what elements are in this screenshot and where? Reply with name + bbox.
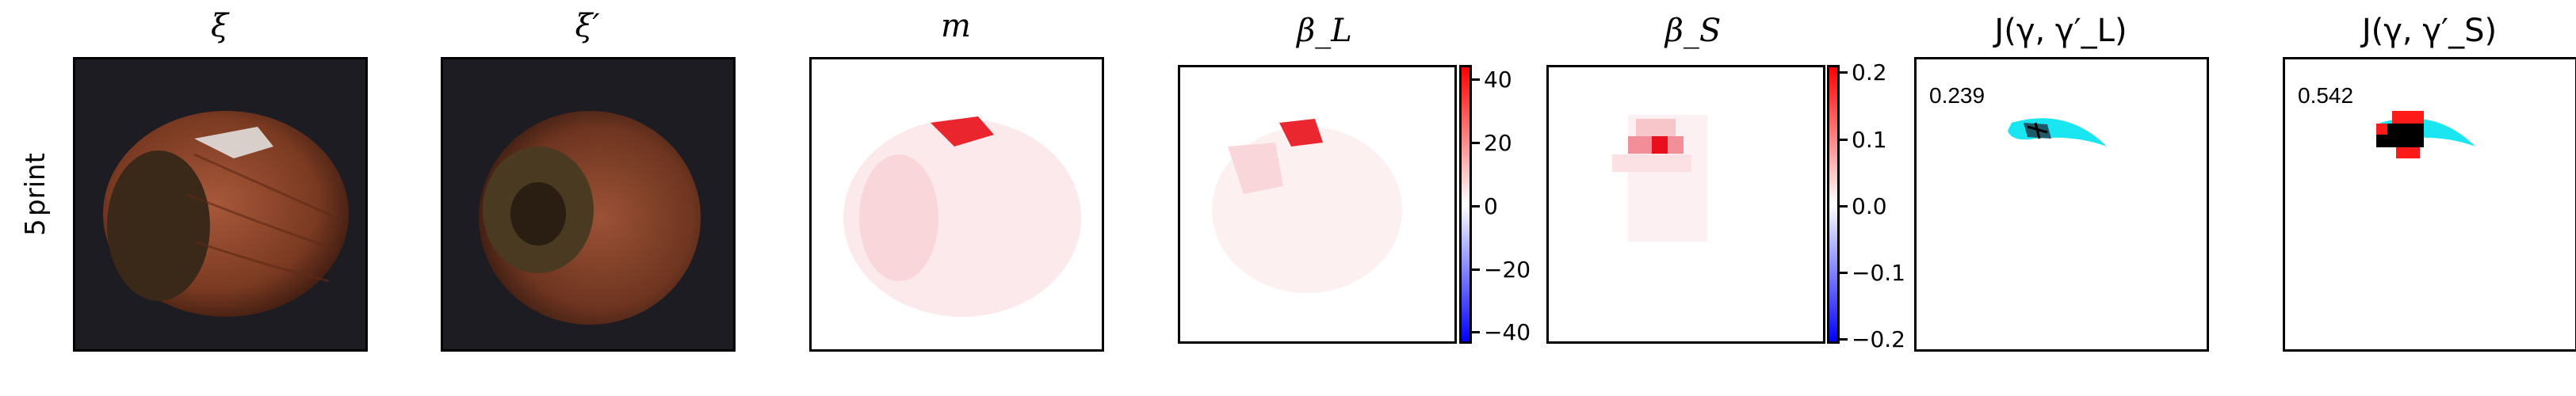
cbar-s-tick: 0.2 <box>1852 59 1887 86</box>
image-beta-s <box>1546 65 1825 344</box>
title-m: m <box>941 8 971 44</box>
cbar-l-tick: 0 <box>1484 193 1498 219</box>
image-xi-prime <box>441 57 736 352</box>
cbar-s-tick: 0.0 <box>1852 193 1887 219</box>
score-j-l: 0.239 <box>1929 83 1986 108</box>
beta-s-heatmap <box>1612 115 1707 242</box>
beta-l-heatmap <box>1212 119 1402 293</box>
score-j-s: 0.542 <box>2298 83 2354 108</box>
hazelnut-image <box>103 111 349 317</box>
row-label-line2: 5 <box>19 219 52 236</box>
image-m <box>809 57 1104 352</box>
image-j-s: 0.542 <box>2283 57 2576 352</box>
title-xi: ξ <box>210 8 229 44</box>
hazelnut-image <box>479 111 701 325</box>
cbar-s-tick: −0.2 <box>1852 326 1905 352</box>
image-j-l: 0.239 <box>1914 57 2209 352</box>
overlay-j-s <box>2376 111 2475 158</box>
overlay-j-l <box>2008 118 2107 147</box>
row-label-line1: print <box>19 153 52 216</box>
colorbar-beta-l <box>1459 65 1472 344</box>
cbar-s-tick: 0.1 <box>1852 127 1887 153</box>
cbar-s-tick: −0.1 <box>1852 260 1905 286</box>
image-xi <box>73 57 368 352</box>
row-label: print 5 <box>0 153 71 253</box>
image-beta-l <box>1178 65 1457 344</box>
colorbar-beta-s <box>1827 65 1840 344</box>
cbar-l-tick: −40 <box>1484 319 1531 345</box>
cbar-l-tick: −20 <box>1484 257 1531 283</box>
cbar-l-tick: 20 <box>1484 130 1512 156</box>
mask-heatmap <box>843 116 1081 317</box>
title-j-l: J(γ, γ′_L) <box>1994 13 2127 49</box>
title-j-s: J(γ, γ′_S) <box>2361 13 2498 49</box>
title-beta-l: β_L <box>1297 13 1352 49</box>
title-beta-s: β_S <box>1664 13 1722 49</box>
title-xi-prime: ξ′ <box>575 8 600 44</box>
cbar-l-tick: 40 <box>1484 67 1512 93</box>
